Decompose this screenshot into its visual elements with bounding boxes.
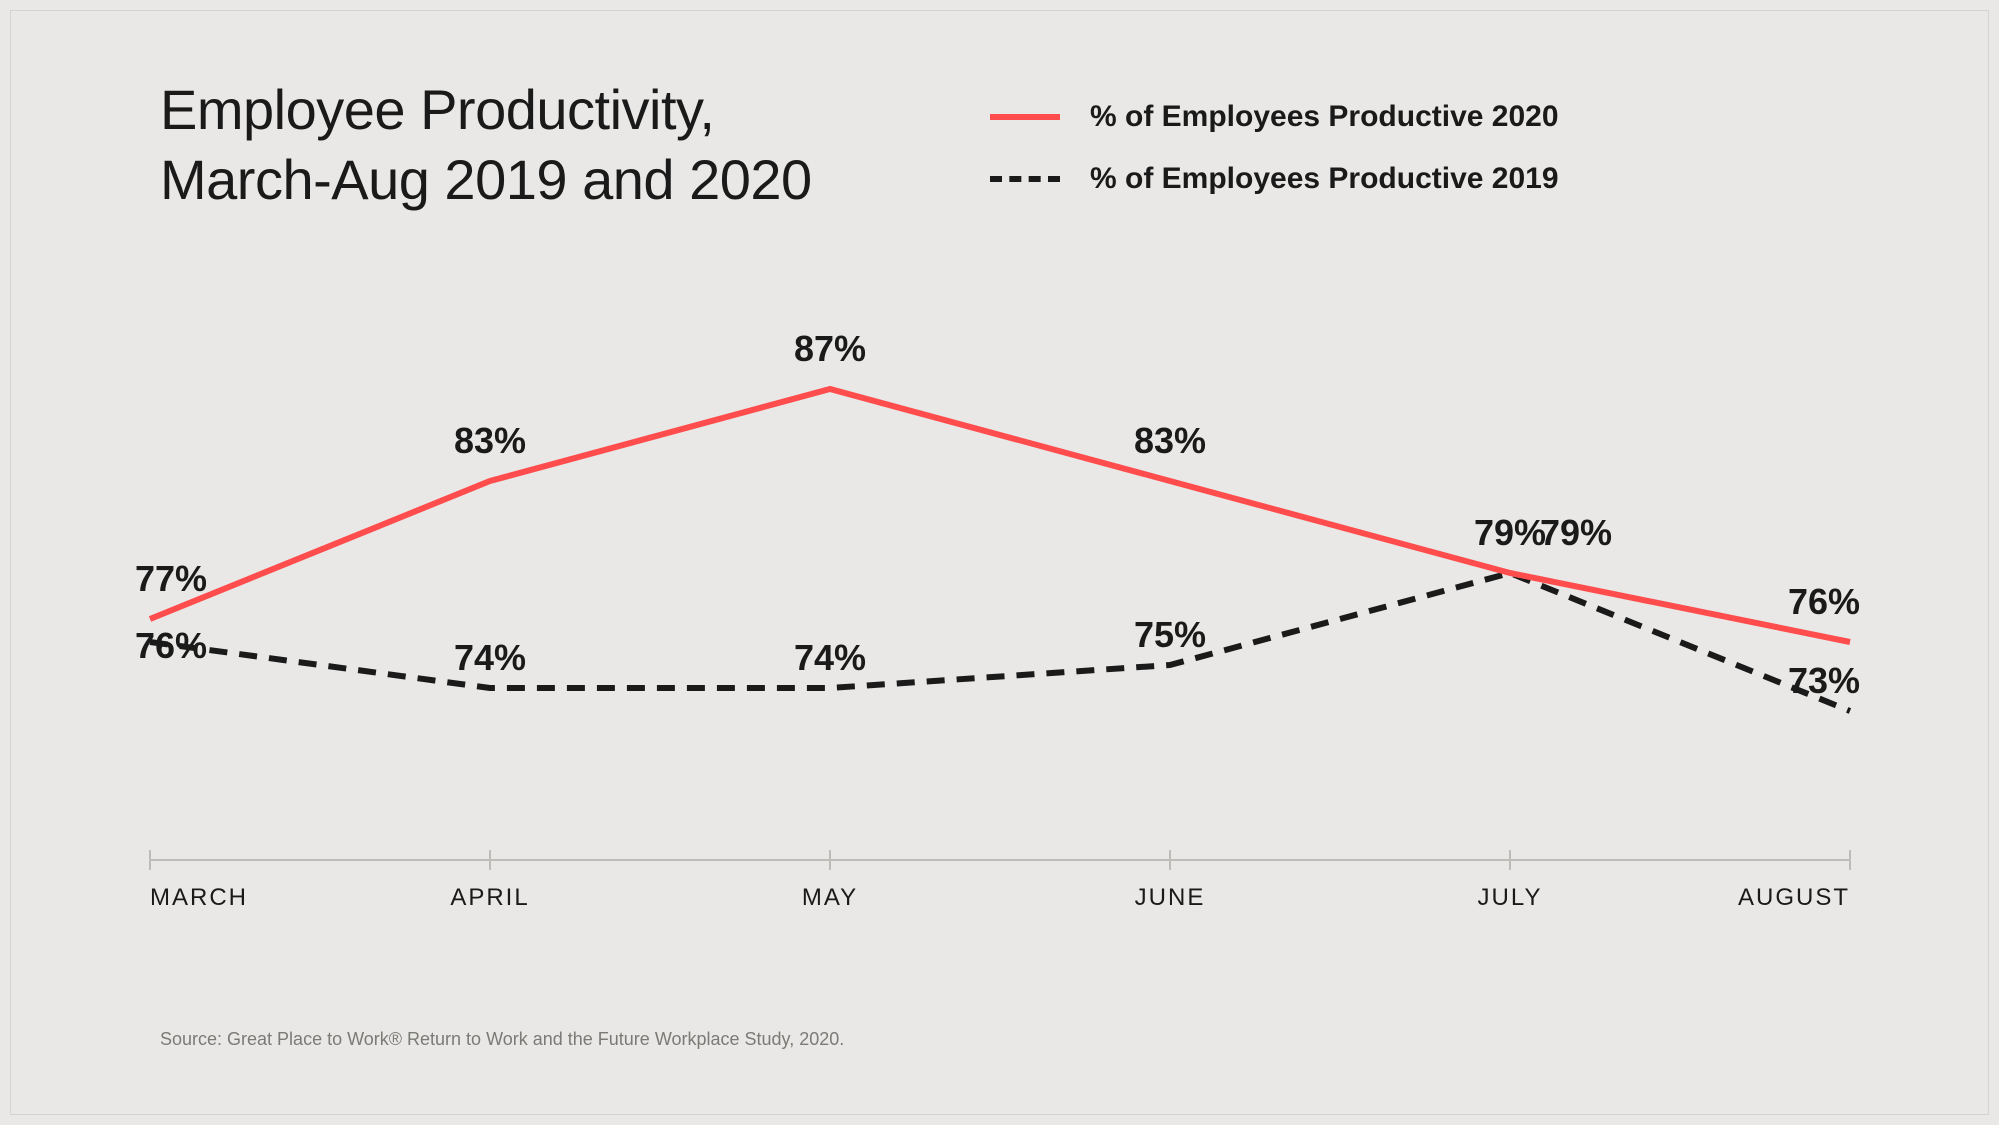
legend-label-2019: % of Employees Productive 2019 (1090, 162, 1559, 196)
chart-area: MARCHAPRILMAYJUNEJULYAUGUST77%83%87%83%7… (150, 280, 1850, 920)
x-axis-label: MARCH (150, 884, 248, 911)
chart-title: Employee Productivity, March-Aug 2019 an… (160, 75, 812, 215)
x-axis-label: AUGUST (1738, 884, 1850, 911)
legend-item-2019: % of Employees Productive 2019 (990, 162, 1559, 196)
legend-swatch-2019 (990, 176, 1060, 182)
data-label-2020: 77% (135, 558, 207, 599)
data-label-2020: 87% (794, 328, 866, 369)
data-label-2019: 76% (135, 625, 207, 666)
source-attribution: Source: Great Place to Work® Return to W… (160, 1029, 844, 1050)
chart-title-line1: Employee Productivity, (160, 75, 812, 145)
chart-svg: MARCHAPRILMAYJUNEJULYAUGUST77%83%87%83%7… (150, 280, 1850, 920)
data-label-2020: 76% (1788, 581, 1860, 622)
chart-frame: Employee Productivity, March-Aug 2019 an… (0, 0, 1999, 1125)
line-series-2019 (150, 573, 1850, 711)
data-label-2020: 83% (1134, 420, 1206, 461)
x-axis-label: JUNE (1135, 884, 1206, 911)
data-label-2019: 73% (1788, 660, 1860, 701)
data-label-2019: 74% (454, 637, 526, 678)
data-label-2019: 74% (794, 637, 866, 678)
legend: % of Employees Productive 2020 % of Empl… (990, 100, 1559, 224)
legend-label-2020: % of Employees Productive 2020 (1090, 100, 1559, 134)
x-axis-label: APRIL (450, 884, 529, 911)
data-label-2019: 79% (1540, 512, 1612, 553)
x-axis-label: JULY (1478, 884, 1543, 911)
data-label-2019: 75% (1134, 614, 1206, 655)
x-axis-label: MAY (802, 884, 858, 911)
data-label-2020: 83% (454, 420, 526, 461)
legend-item-2020: % of Employees Productive 2020 (990, 100, 1559, 134)
legend-swatch-2020 (990, 114, 1060, 120)
chart-title-line2: March-Aug 2019 and 2020 (160, 145, 812, 215)
data-label-2020: 79% (1474, 512, 1546, 553)
